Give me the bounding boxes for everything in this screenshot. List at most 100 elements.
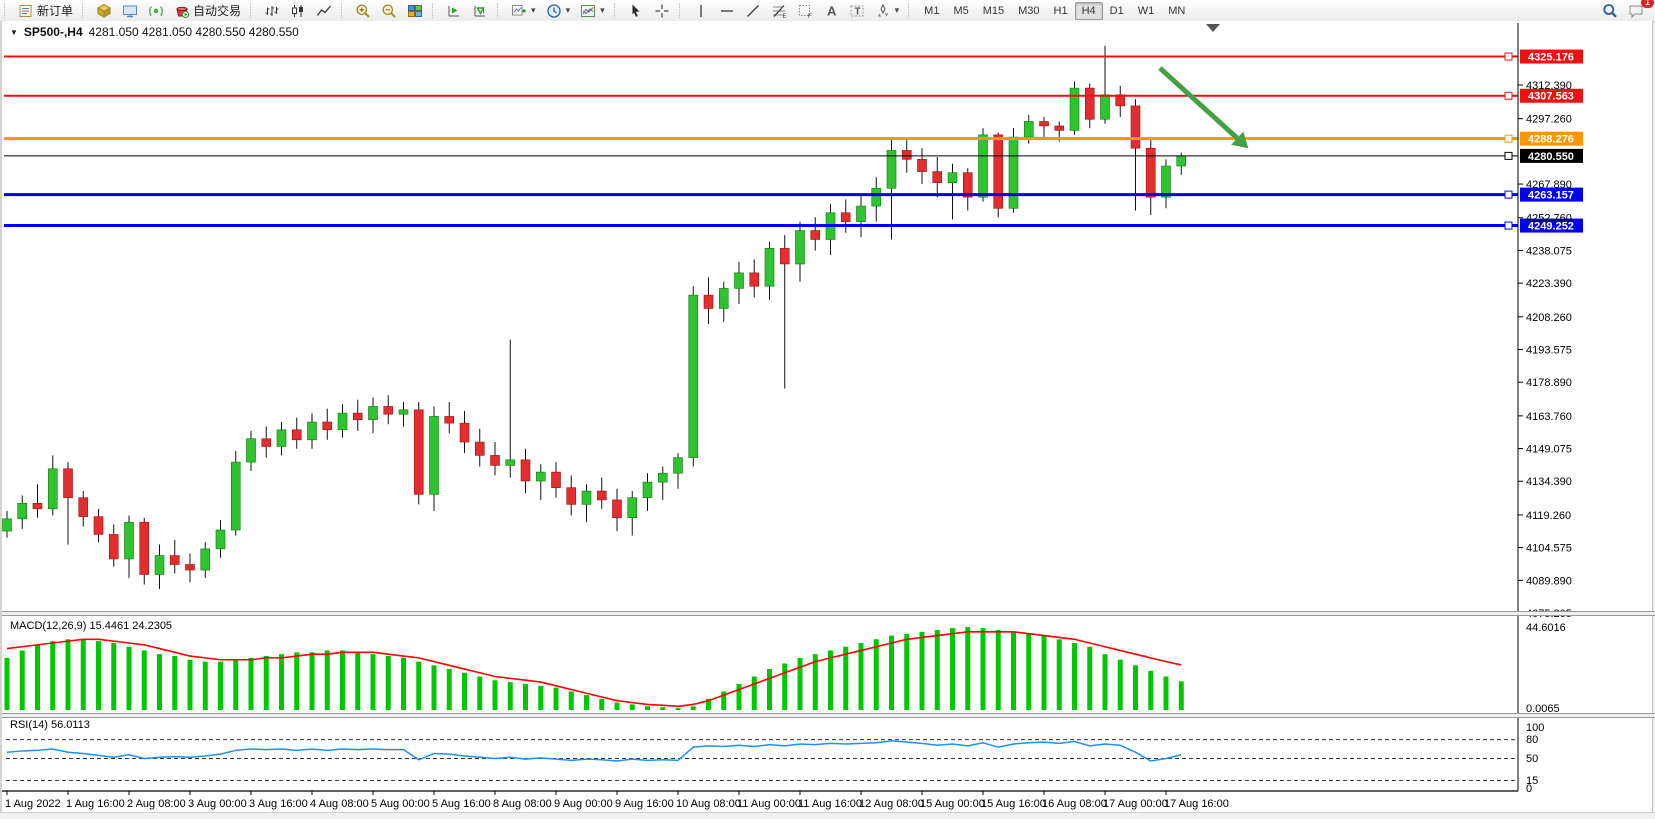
- hline-anchor[interactable]: [1504, 134, 1513, 143]
- time-axis-label: 5 Aug 16:00: [432, 798, 491, 810]
- candle-up: [1161, 165, 1171, 198]
- trendline-icon: [745, 3, 761, 19]
- candle-down: [840, 212, 851, 222]
- templates-button[interactable]: ▾: [575, 0, 610, 21]
- horizontal-line-icon: [719, 3, 735, 19]
- price-axis-tick-label: 4119.260: [1526, 510, 1571, 522]
- chart-menu-caret-icon[interactable]: ▼: [10, 27, 18, 37]
- candle-down: [917, 159, 927, 172]
- periods-dropdown-arrow-icon[interactable]: ▾: [565, 5, 571, 15]
- timeframe-h1-button[interactable]: H1: [1053, 4, 1068, 17]
- macd-histogram-bar: [980, 628, 986, 710]
- rsi-scale-label: 80: [1526, 734, 1538, 746]
- macd-histogram-bar: [523, 683, 528, 710]
- candle-up: [734, 272, 744, 289]
- timeframe-d1-button[interactable]: D1: [1109, 4, 1124, 17]
- timeframe-m30-button[interactable]: M30: [1018, 4, 1040, 17]
- price-tag-label: 4280.550: [1528, 151, 1574, 163]
- autotrade-button[interactable]: 自动交易: [169, 0, 246, 21]
- search-button[interactable]: [1597, 0, 1623, 21]
- toolbar-group-grip: [613, 3, 620, 18]
- trendline-button[interactable]: [740, 0, 766, 21]
- autotrade-icon: [174, 3, 190, 19]
- candle-up: [764, 248, 775, 287]
- macd-histogram-bar: [538, 685, 544, 710]
- horizontal-line-button[interactable]: [714, 0, 740, 21]
- hline-anchor[interactable]: [1504, 151, 1513, 160]
- hline-anchor[interactable]: [1504, 52, 1513, 61]
- periods-button[interactable]: ▾: [541, 0, 576, 21]
- candles-chart-button[interactable]: [285, 0, 311, 21]
- chat-badge: 1: [1640, 0, 1654, 8]
- candle-down: [596, 490, 607, 501]
- vertical-line-button[interactable]: [688, 0, 714, 21]
- price-axis-tick-label: 4297.260: [1526, 114, 1572, 126]
- zoom-in-button[interactable]: [350, 0, 376, 21]
- timeframe-m15-button[interactable]: M15: [982, 4, 1005, 17]
- hline-anchor[interactable]: [1504, 221, 1513, 230]
- bars-chart-button[interactable]: [259, 0, 285, 21]
- add-indicator-dropdown-arrow-icon[interactable]: ▾: [531, 5, 536, 15]
- text-label-button[interactable]: T: [844, 0, 870, 21]
- package-button[interactable]: [91, 0, 117, 21]
- pane-separator[interactable]: [2, 713, 1655, 718]
- timeframe-h4-button[interactable]: H4: [1074, 1, 1103, 20]
- templates-dropdown-arrow-icon[interactable]: ▾: [600, 5, 605, 15]
- macd-histogram-bar: [995, 629, 1001, 710]
- time-axis-label: 11 Aug 00:00: [737, 798, 801, 810]
- macd-histogram-bar: [645, 706, 650, 710]
- add-indicator-button[interactable]: ▾: [506, 0, 541, 21]
- pane-separator[interactable]: [2, 611, 1655, 616]
- candle-up: [2, 518, 12, 532]
- zoom-out-button[interactable]: [376, 0, 402, 21]
- hline-anchor[interactable]: [1504, 190, 1513, 199]
- trend-arrow-head[interactable]: [1231, 131, 1249, 149]
- text-button[interactable]: A: [818, 0, 844, 21]
- chat-button[interactable]: 1: [1623, 0, 1654, 21]
- macd-histogram-bar: [1102, 654, 1108, 710]
- crosshair-button[interactable]: [649, 0, 675, 21]
- timeframe-mn-button[interactable]: MN: [1168, 4, 1186, 17]
- new-order-label: 新订单: [37, 4, 74, 18]
- macd-histogram-bar: [248, 657, 254, 710]
- candle-down: [352, 412, 363, 421]
- signal-button[interactable]: [143, 0, 169, 21]
- trend-arrow[interactable]: [1158, 66, 1249, 149]
- timeframe-m5-button[interactable]: M5: [953, 4, 969, 17]
- new-order-button[interactable]: 新订单: [13, 0, 78, 21]
- candle-down: [185, 564, 195, 571]
- candle-up: [17, 502, 28, 520]
- trend-arrow-shaft[interactable]: [1158, 66, 1239, 140]
- auto-arrange-icon: [446, 3, 462, 19]
- candle-up: [398, 409, 409, 415]
- time-axis-label: 3 Aug 16:00: [249, 798, 308, 810]
- hline-anchor[interactable]: [1504, 91, 1513, 100]
- fibonacci-button[interactable]: E: [766, 0, 792, 21]
- auto-arrange-button[interactable]: [441, 0, 467, 21]
- arrange-windows-button[interactable]: [467, 0, 493, 21]
- toolbar-group-grip: [82, 3, 88, 18]
- chart-canvas[interactable]: 4325.176 4307.563 4288.276 4280.550 4263.157…: [2, 21, 1655, 812]
- price-axis-tick-label: 4193.575: [1526, 344, 1572, 356]
- candle-up: [429, 416, 439, 495]
- price-axis-tick-label: 4104.575: [1526, 543, 1572, 555]
- cursor-button[interactable]: [623, 0, 649, 21]
- chart-shift-marker-icon[interactable]: [1206, 24, 1220, 32]
- svg-text:F: F: [808, 14, 812, 19]
- svg-text:E: E: [782, 14, 786, 19]
- timeframe-w1-button[interactable]: W1: [1137, 4, 1155, 17]
- tile-windows-button[interactable]: [402, 0, 428, 21]
- timeframe-m1-button[interactable]: M1: [924, 4, 940, 17]
- macd-histogram-bar: [1148, 670, 1154, 710]
- macd-histogram-bar: [919, 631, 925, 710]
- time-axis-label: 10 Aug 08:00: [676, 798, 741, 810]
- macd-histogram-bar: [934, 629, 940, 710]
- line-chart-button[interactable]: [311, 0, 337, 21]
- grid-button[interactable]: F: [792, 0, 818, 21]
- terminal-button[interactable]: [117, 0, 143, 21]
- candle-down: [749, 272, 760, 287]
- shapes-button[interactable]: ▾: [870, 0, 905, 21]
- toolbar-group-grip: [678, 3, 685, 18]
- shapes-dropdown-arrow-icon[interactable]: ▾: [894, 5, 900, 15]
- time-axis-label: 2 Aug 08:00: [127, 798, 186, 810]
